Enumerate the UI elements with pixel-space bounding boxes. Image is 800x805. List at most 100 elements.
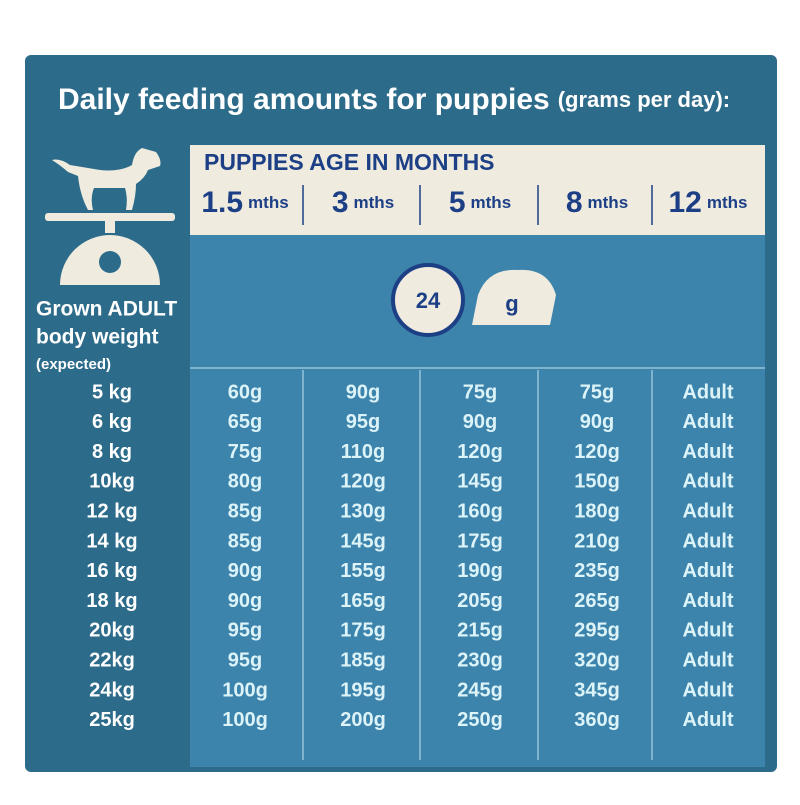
cell: 200g	[340, 709, 386, 731]
cell: 120g	[574, 441, 620, 463]
cell: 245g	[457, 679, 503, 701]
cell: 85g	[228, 500, 262, 522]
column-unit: mths	[707, 193, 748, 212]
cell: 345g	[574, 679, 620, 701]
cell: 75g	[228, 441, 262, 463]
row-weight: 20kg	[89, 620, 135, 642]
column-header: 5 mths	[449, 186, 511, 219]
column-header: 8 mths	[566, 186, 628, 219]
cell: 175g	[340, 620, 386, 642]
cell: 235g	[574, 560, 620, 582]
cell: 185g	[340, 649, 386, 671]
row-weight: 14 kg	[86, 530, 137, 552]
row-header: (expected)	[36, 356, 111, 373]
cell: Adult	[682, 649, 733, 671]
cell: Adult	[682, 560, 733, 582]
clock-icon	[391, 263, 465, 337]
cell: Adult	[682, 500, 733, 522]
row-weight: 5 kg	[92, 381, 132, 403]
header-band	[190, 145, 765, 235]
cell: 195g	[340, 679, 386, 701]
cell: 60g	[228, 381, 262, 403]
cell: Adult	[682, 441, 733, 463]
cell: 75g	[580, 381, 614, 403]
cell: Adult	[682, 411, 733, 433]
column-unit: mths	[471, 193, 512, 212]
row-weight: 12 kg	[86, 500, 137, 522]
cell: 80g	[228, 471, 262, 493]
row-weight: 8 kg	[92, 441, 132, 463]
cell: 90g	[228, 560, 262, 582]
column-unit: mths	[248, 193, 289, 212]
cell: 120g	[340, 471, 386, 493]
clock-label: 24	[416, 288, 441, 313]
cell: 90g	[346, 381, 380, 403]
cell: 155g	[340, 560, 386, 582]
cell: 320g	[574, 649, 620, 671]
cell: 75g	[463, 381, 497, 403]
cell: 100g	[222, 709, 268, 731]
cell: 175g	[457, 530, 503, 552]
cell: 265g	[574, 590, 620, 612]
column-number: 1.5	[201, 186, 243, 219]
row-weight: 16 kg	[86, 560, 137, 582]
cell: Adult	[682, 381, 733, 403]
cell: 295g	[574, 620, 620, 642]
row-weight: 18 kg	[86, 590, 137, 612]
row-weight: 6 kg	[92, 411, 132, 433]
cell: 150g	[574, 471, 620, 493]
cell: Adult	[682, 471, 733, 493]
cell: 160g	[457, 500, 503, 522]
dog-scale-icon	[45, 148, 175, 285]
cell: 360g	[574, 709, 620, 731]
cell: Adult	[682, 530, 733, 552]
column-header: 12 mths	[669, 186, 748, 219]
row-weight: 22kg	[89, 649, 135, 671]
row-weight: 10kg	[89, 471, 135, 493]
cell: 165g	[340, 590, 386, 612]
row-weight: 25kg	[89, 709, 135, 731]
column-number: 12	[669, 186, 702, 219]
column-number: 8	[566, 186, 583, 219]
cell: 230g	[457, 649, 503, 671]
cell: 95g	[346, 411, 380, 433]
cell: 190g	[457, 560, 503, 582]
column-unit: mths	[354, 193, 395, 212]
cell: 85g	[228, 530, 262, 552]
cell: Adult	[682, 620, 733, 642]
column-number: 3	[332, 186, 349, 219]
title: Daily feeding amounts for puppies (grams …	[58, 83, 730, 116]
cell: 90g	[463, 411, 497, 433]
cell: 90g	[228, 590, 262, 612]
bowl-icon	[472, 269, 556, 325]
table-panel	[190, 145, 765, 767]
cell: 180g	[574, 500, 620, 522]
cell: 250g	[457, 709, 503, 731]
cell: 110g	[341, 441, 385, 463]
column-header: 1.5 mths	[201, 186, 288, 219]
cell: 130g	[340, 500, 386, 522]
cell: 90g	[580, 411, 614, 433]
column-number: 5	[449, 186, 466, 219]
cell: 100g	[222, 679, 268, 701]
header-label: PUPPIES AGE IN MONTHS	[204, 149, 495, 175]
cell: 95g	[228, 620, 262, 642]
cell: Adult	[682, 679, 733, 701]
row-header: Grown ADULT	[36, 298, 177, 321]
cell: 145g	[340, 530, 386, 552]
cell: Adult	[682, 709, 733, 731]
cell: 65g	[228, 411, 262, 433]
column-header: 3 mths	[332, 186, 394, 219]
bowl-label: g	[505, 291, 518, 316]
row-header: body weight	[36, 326, 159, 349]
cell: 120g	[457, 441, 503, 463]
column-unit: mths	[588, 193, 629, 212]
cell: 95g	[228, 649, 262, 671]
row-weight: 24kg	[89, 679, 135, 701]
cell: Adult	[682, 590, 733, 612]
cell: 145g	[457, 471, 503, 493]
cell: 205g	[457, 590, 503, 612]
cell: 210g	[574, 530, 620, 552]
